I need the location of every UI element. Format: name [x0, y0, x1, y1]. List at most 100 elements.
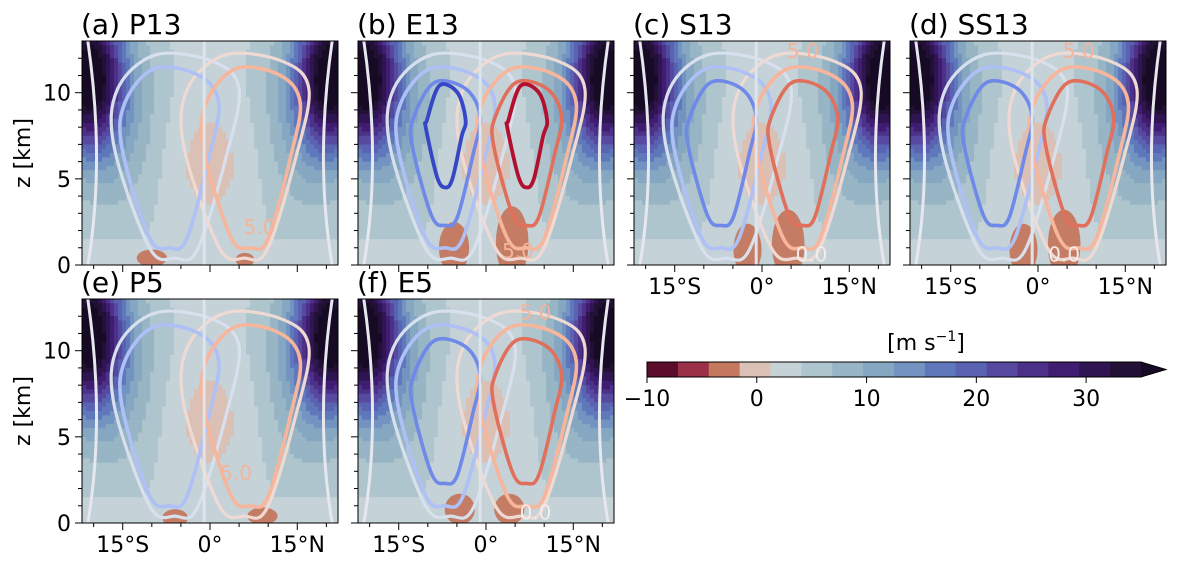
contour-south-0 — [937, 51, 1070, 262]
y-axis-label: z [km] — [11, 376, 36, 446]
colorbar-swatch — [924, 362, 957, 377]
contour-south-0 — [109, 51, 242, 262]
contour-north-2 — [490, 336, 564, 486]
panel-title: (f) E5 — [357, 266, 433, 299]
contour-north-1 — [751, 65, 855, 251]
contour-label: 0.0 — [520, 501, 552, 525]
edge-line — [86, 299, 99, 523]
colorbar-swatch — [863, 362, 895, 377]
x-tick-label: 15°N — [270, 533, 325, 558]
y-tick-label: 10 — [43, 82, 71, 107]
y-tick-label: 0 — [57, 254, 71, 279]
y-tick-label: 5 — [57, 426, 71, 451]
contour-north-0 — [731, 51, 863, 262]
panel-1: 5.0 (a) P13 0 5 10 z [km] — [11, 8, 339, 279]
edge-line — [321, 41, 334, 265]
contour-label: 5.0 — [520, 301, 552, 325]
contour-north-1 — [475, 65, 579, 251]
y-axis — [627, 57, 634, 266]
edge-line — [1149, 41, 1162, 265]
colorbar-tick-label: 30 — [1072, 387, 1100, 412]
contour-south-3 — [422, 82, 468, 190]
contour-north-0 — [455, 309, 587, 520]
edge-line — [873, 41, 886, 265]
y-axis — [351, 57, 358, 266]
contour-south-2 — [408, 336, 483, 486]
x-tick-label: 15°S — [924, 275, 977, 300]
contour-label: 5.0 — [502, 239, 534, 263]
contour-south-0 — [661, 51, 794, 262]
colorbar-swatch — [1079, 362, 1111, 377]
panel-2: 5.0 (b) E13 — [351, 8, 615, 272]
y-axis: 0 5 10 z [km] — [11, 57, 82, 279]
colorbar-extension — [1141, 362, 1166, 377]
y-tick-label: 0 — [57, 512, 71, 537]
panel-title: (b) E13 — [357, 8, 459, 41]
x-axis — [93, 265, 327, 272]
x-tick-label: 15°S — [648, 275, 701, 300]
streamfunction-contours — [638, 41, 886, 265]
contour-north-1 — [475, 323, 579, 509]
contour-label: 5.0 — [1063, 39, 1095, 63]
x-axis: 15°S 0° 15°N — [921, 265, 1155, 300]
contour-label: 0.0 — [1048, 243, 1080, 267]
colorbar: [m s−1] −10 0 10 20 30 — [624, 329, 1168, 412]
wind-field — [358, 41, 614, 265]
colorbar-swatch — [739, 362, 772, 377]
colorbar-swatch — [708, 362, 741, 377]
streamfunction-contours — [362, 299, 610, 523]
colorbar-tick-label: −10 — [624, 387, 670, 412]
colorbar-tick-label: 20 — [962, 387, 990, 412]
wind-field — [910, 41, 1166, 265]
edge-line — [914, 41, 927, 265]
streamfunction-contours — [362, 41, 610, 265]
colorbar-label: [m s−1] — [887, 329, 965, 356]
contour-north-1 — [199, 65, 303, 251]
y-axis — [351, 315, 358, 524]
x-tick-label: 0° — [474, 533, 499, 558]
x-axis: 15°S 0° 15°N — [645, 265, 879, 300]
x-tick-label: 15°N — [546, 533, 601, 558]
panels: 5.0 (a) P13 0 5 10 z [km] 5.0 (b) E13 5.0 0.0 (c) … — [11, 8, 1167, 558]
contour-south-0 — [385, 51, 518, 262]
colorbar-swatch — [770, 362, 802, 377]
panel-title: (e) P5 — [81, 266, 164, 299]
colorbar-swatch — [677, 362, 710, 377]
edge-line — [321, 299, 334, 523]
x-tick-label: 15°N — [1098, 275, 1153, 300]
contour-north-0 — [455, 51, 587, 262]
x-axis — [369, 265, 603, 272]
contour-north-2 — [490, 78, 564, 228]
wind-field — [634, 41, 890, 265]
x-axis: 15°S 0° 15°N — [369, 523, 603, 558]
contour-label: 0.0 — [796, 243, 828, 267]
contour-label: 5.0 — [220, 461, 252, 485]
panel-6: 5.0 0.0 (f) E5 15°S 0° 15°N — [351, 266, 615, 558]
contour-label: 5.0 — [244, 215, 276, 239]
contour-north-3 — [504, 82, 550, 190]
y-axis: 0 5 10 z [km] — [11, 315, 82, 537]
edge-line — [597, 299, 610, 523]
colorbar-swatch — [1048, 362, 1080, 377]
contour-north-2 — [766, 78, 840, 228]
colorbar-outline — [646, 361, 1168, 378]
x-tick-label: 15°S — [96, 533, 149, 558]
colorbar-swatch — [955, 362, 988, 377]
edge-line — [597, 41, 610, 265]
edge-line — [362, 41, 375, 265]
colorbar-swatch — [832, 362, 864, 377]
panel-title: (a) P13 — [81, 8, 181, 41]
colorbar-swatch — [894, 362, 926, 377]
streamfunction-contours — [86, 299, 334, 523]
y-tick-label: 10 — [43, 340, 71, 365]
x-tick-label: 0° — [198, 533, 223, 558]
lower-jet — [444, 493, 475, 523]
colorbar-tick-label: 0 — [750, 387, 764, 412]
panel-3: 5.0 0.0 (c) S13 15°S 0° 15°N — [627, 8, 891, 300]
x-axis: 15°S 0° 15°N — [93, 523, 327, 558]
streamfunction-contours — [86, 41, 334, 265]
contour-south-2 — [408, 78, 483, 228]
x-tick-label: 0° — [750, 275, 775, 300]
contour-south-0 — [385, 309, 518, 520]
